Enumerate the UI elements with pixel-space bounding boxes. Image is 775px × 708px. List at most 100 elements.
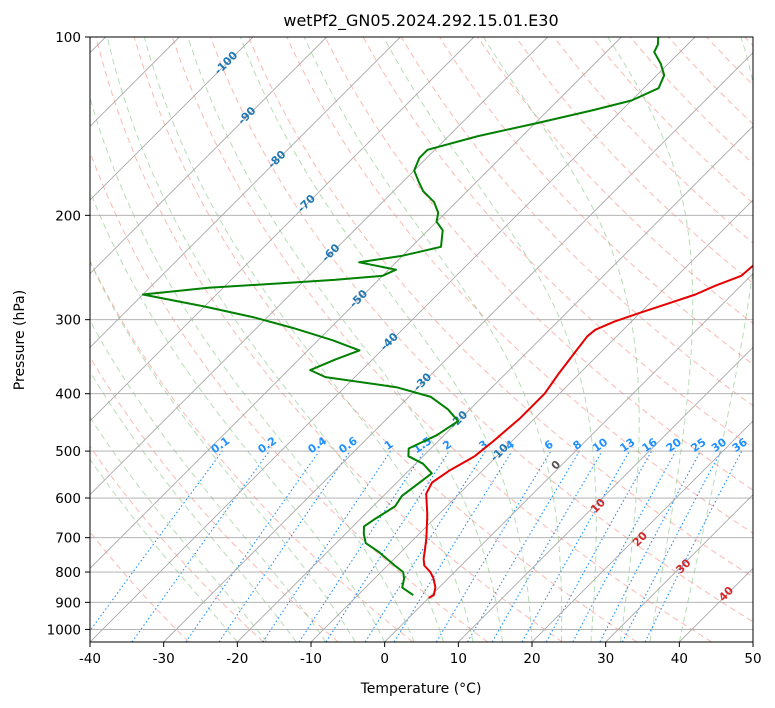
profiles — [141, 37, 753, 599]
moist-adiabat-line — [90, 189, 386, 642]
y-tick-label: 800 — [55, 565, 81, 581]
dry-adiabat-line — [248, 37, 753, 578]
mixing-ratio-line — [521, 450, 630, 642]
y-axis-label: Pressure (hPa) — [12, 290, 28, 390]
dewpoint-profile — [141, 37, 666, 596]
theta-label: 40 — [716, 584, 736, 604]
mixing-ratio-line — [467, 450, 580, 642]
isotherm-label: -40 — [378, 330, 401, 353]
isotherm-label: -90 — [235, 104, 258, 127]
isotherm-line — [90, 37, 696, 642]
x-tick-label: -20 — [226, 651, 248, 667]
x-axis-ticks: -40 -30 -20 -10 0 10 20 30 40 50 — [79, 642, 762, 667]
isotherm-line — [90, 37, 475, 422]
isotherm-line — [237, 125, 753, 642]
x-tick-label: 0 — [380, 651, 389, 667]
dry-adiabat-line — [706, 37, 753, 86]
isotherm-line — [90, 37, 548, 496]
mixing-ratio-line — [644, 450, 743, 642]
moist-adiabat-line — [90, 319, 327, 642]
y-tick-label: 100 — [55, 30, 81, 46]
moist-adiabat-line — [482, 37, 640, 642]
y-tick-label: 1000 — [47, 622, 81, 638]
mixing-ratio-label: 36 — [730, 435, 750, 455]
dry-adiabat-line — [90, 259, 414, 642]
y-tick-label: 600 — [55, 491, 81, 507]
theta-label: 10 — [588, 496, 608, 516]
dry-adiabat-line — [210, 37, 753, 623]
mixing-ratio-label: 0.4 — [306, 434, 330, 456]
dry-adiabat-line — [90, 356, 339, 642]
dry-adiabat-line — [324, 37, 753, 491]
mixing-ratio-label: 30 — [709, 435, 729, 455]
mixing-ratio-line — [393, 450, 513, 642]
x-tick-label: 20 — [523, 651, 540, 667]
isotherm-line — [752, 641, 753, 642]
mixing-ratio-line — [298, 450, 425, 642]
isotherm-line — [531, 420, 753, 642]
mixing-ratio-line — [572, 450, 677, 642]
isotherm-line — [90, 37, 401, 348]
isotherm-line — [679, 567, 753, 642]
temperature-profile — [422, 264, 753, 599]
isotherm-line — [90, 37, 622, 569]
mixing-ratio-line — [325, 450, 450, 642]
x-tick-label: 10 — [450, 651, 467, 667]
mixing-ratio-label: 1 — [382, 438, 396, 453]
dry-adiabat-line — [90, 445, 264, 642]
isotherm-label: -70 — [295, 192, 318, 215]
x-tick-label: -40 — [79, 651, 101, 667]
isotherm-line — [384, 273, 753, 642]
x-tick-label: 40 — [671, 651, 688, 667]
moist-adiabat-line — [90, 458, 238, 642]
mixing-ratio-label: 0.6 — [336, 434, 360, 456]
dry-adiabat-line — [668, 37, 753, 125]
moist-adiabat-line — [106, 37, 445, 642]
y-tick-label: 900 — [55, 595, 81, 611]
moist-adiabat-line — [383, 37, 597, 642]
isotherm-label: -30 — [411, 370, 434, 393]
background-lines — [90, 37, 753, 642]
dry-adiabat-line — [95, 37, 563, 642]
y-tick-label: 300 — [55, 313, 81, 329]
mixing-ratio-line — [262, 450, 392, 642]
theta-label: 30 — [673, 556, 693, 576]
y-tick-label: 700 — [55, 531, 81, 547]
x-tick-label: -10 — [300, 651, 322, 667]
moist-adiabat-line — [90, 416, 268, 642]
dry-adiabat-line — [553, 37, 753, 244]
isotherm-label: -50 — [347, 287, 370, 310]
mixing-ratio-label: 16 — [640, 435, 660, 455]
dry-adiabat-line — [591, 37, 753, 204]
mixing-ratio-label: 25 — [689, 436, 709, 455]
mixing-ratio-line — [545, 450, 653, 642]
moist-adiabat-line — [239, 37, 533, 642]
dry-adiabat-line — [90, 150, 488, 642]
dry-adiabat-line — [744, 37, 753, 47]
moist-adiabat-line — [607, 37, 694, 642]
x-tick-label: 50 — [744, 651, 761, 667]
plot-frame — [89, 36, 754, 643]
dry-adiabat-line — [515, 37, 753, 284]
y-tick-label: 500 — [55, 444, 81, 460]
dry-adiabat-line — [286, 37, 753, 534]
isotherm-line — [605, 494, 753, 642]
moist-adiabat-line — [678, 37, 753, 642]
isotherm-line — [310, 199, 753, 642]
mixing-ratio-label: 2 — [440, 438, 454, 453]
isotherm-label: -100 — [212, 48, 241, 77]
isotherm-line — [458, 346, 753, 642]
moist-adiabat-line — [303, 37, 563, 642]
dry-adiabat-line — [133, 37, 638, 642]
isotherm-line — [90, 37, 327, 275]
moist-adiabat-line — [90, 260, 356, 642]
mixing-ratio-line — [90, 450, 223, 632]
isotherm-line — [163, 52, 753, 642]
isotherm-label: -80 — [265, 148, 288, 171]
mixing-ratio-line — [131, 450, 270, 642]
x-tick-label: -30 — [153, 651, 175, 667]
moist-adiabat-line — [187, 37, 503, 642]
chart-title: wetPf2_GN05.2024.292.15.01.E30 — [283, 11, 558, 31]
dry-adiabat-line — [90, 531, 190, 642]
